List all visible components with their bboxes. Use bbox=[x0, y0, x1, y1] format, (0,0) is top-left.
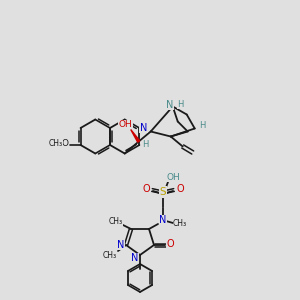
Text: O: O bbox=[166, 239, 174, 249]
Text: H: H bbox=[200, 121, 206, 130]
Text: N: N bbox=[117, 240, 125, 250]
Text: H: H bbox=[142, 140, 149, 149]
Text: CH₃: CH₃ bbox=[173, 220, 187, 229]
Text: O: O bbox=[142, 184, 150, 194]
Text: H: H bbox=[178, 100, 184, 109]
Text: OH: OH bbox=[166, 172, 180, 182]
Text: CH₃: CH₃ bbox=[49, 140, 63, 148]
Text: S: S bbox=[160, 187, 166, 197]
Text: N: N bbox=[140, 123, 147, 133]
Text: N: N bbox=[166, 100, 173, 110]
Text: O: O bbox=[176, 184, 184, 194]
Text: O: O bbox=[61, 140, 68, 148]
Polygon shape bbox=[131, 130, 140, 142]
Text: CH₃: CH₃ bbox=[103, 250, 117, 260]
Text: CH₃: CH₃ bbox=[109, 218, 123, 226]
Text: N: N bbox=[131, 253, 139, 263]
Text: OH: OH bbox=[119, 120, 133, 129]
Text: N: N bbox=[159, 215, 167, 225]
